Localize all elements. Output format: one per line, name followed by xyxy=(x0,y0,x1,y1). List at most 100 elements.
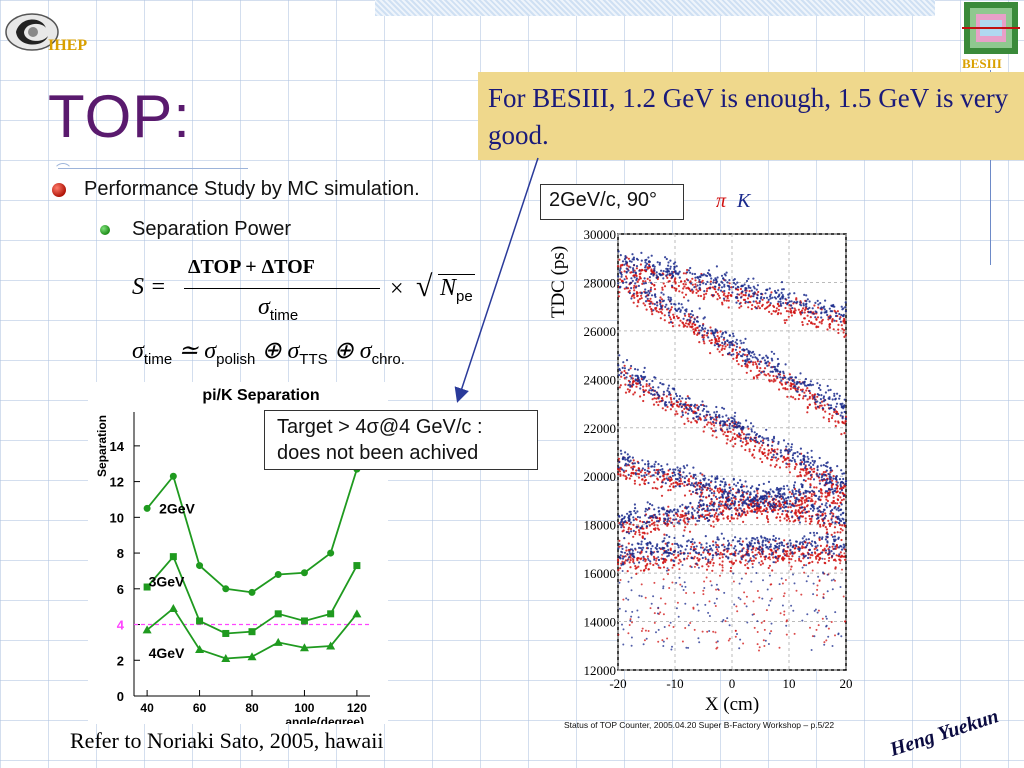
data-point xyxy=(781,297,784,300)
data-point xyxy=(695,421,698,424)
data-point xyxy=(668,479,672,482)
data-point xyxy=(627,463,630,466)
data-point xyxy=(756,358,759,361)
data-point xyxy=(710,500,713,503)
data-point xyxy=(720,532,723,535)
data-point xyxy=(617,473,620,476)
data-point xyxy=(779,519,782,522)
data-point xyxy=(711,286,715,289)
data-point xyxy=(799,462,803,465)
data-point xyxy=(658,394,661,397)
data-point xyxy=(684,403,687,406)
data-point xyxy=(791,489,794,492)
data-point xyxy=(642,569,645,572)
data-point xyxy=(727,494,730,497)
data-point xyxy=(686,268,689,272)
data-point xyxy=(807,510,810,513)
data-point xyxy=(689,484,692,487)
data-point xyxy=(823,561,826,564)
data-point xyxy=(629,527,633,531)
data-point xyxy=(792,545,795,548)
data-point xyxy=(737,596,740,599)
data-point xyxy=(641,627,644,630)
data-point xyxy=(843,322,846,325)
data-point xyxy=(687,269,690,272)
data-point xyxy=(747,286,750,289)
data-point xyxy=(736,508,739,511)
data-point xyxy=(697,290,700,293)
data-point xyxy=(675,394,678,398)
data-point xyxy=(653,265,656,268)
data-point xyxy=(779,370,782,373)
data-point xyxy=(740,498,743,501)
data-point xyxy=(758,646,761,649)
data-point xyxy=(709,580,712,583)
data-point xyxy=(624,458,627,461)
data-point xyxy=(779,300,782,303)
data-point xyxy=(803,535,806,538)
data-point xyxy=(682,317,685,320)
data-point xyxy=(764,510,767,513)
bullet-text: Performance Study by MC simulation. xyxy=(84,178,420,200)
data-point xyxy=(657,470,660,473)
data-point xyxy=(763,448,766,451)
data-point xyxy=(789,548,792,551)
data-point xyxy=(805,497,808,500)
data-point xyxy=(841,417,844,420)
data-point xyxy=(730,516,733,519)
data-point xyxy=(703,296,706,299)
data-point xyxy=(688,397,691,400)
data-point xyxy=(831,479,834,482)
data-point xyxy=(636,472,639,475)
data-point xyxy=(684,548,687,551)
data-point xyxy=(753,431,756,434)
data-point xyxy=(778,583,781,586)
data-point xyxy=(649,302,652,305)
data-point xyxy=(768,604,770,607)
data-point xyxy=(639,383,642,387)
data-point xyxy=(720,348,723,351)
data-point xyxy=(830,486,833,489)
data-point xyxy=(661,639,664,642)
data-point xyxy=(816,594,818,597)
data-point xyxy=(746,490,750,493)
bullet-separation-power: Separation Power xyxy=(100,218,291,241)
data-point xyxy=(806,387,809,390)
data-point xyxy=(714,495,717,498)
data-point xyxy=(789,539,792,542)
data-point xyxy=(824,526,827,529)
y-tick-label: 12000 xyxy=(584,663,617,678)
data-point xyxy=(831,488,834,491)
data-point xyxy=(834,579,836,582)
data-point xyxy=(651,545,654,548)
data-point xyxy=(681,414,684,417)
data-point xyxy=(704,557,707,560)
data-point xyxy=(712,279,715,282)
data-point xyxy=(839,402,842,406)
data-point xyxy=(789,568,792,571)
data-point xyxy=(646,508,649,511)
data-point xyxy=(837,421,840,424)
data-point xyxy=(769,488,772,491)
data-point xyxy=(644,507,647,510)
data-point xyxy=(775,291,778,294)
data-point xyxy=(783,539,786,542)
data-point xyxy=(783,487,786,490)
data-point xyxy=(818,556,821,559)
data-point xyxy=(819,404,822,407)
data-point xyxy=(711,556,714,559)
data-point xyxy=(765,437,768,440)
data-point xyxy=(631,543,634,546)
data-point xyxy=(725,331,728,334)
data-point xyxy=(790,300,793,303)
data-point xyxy=(808,490,811,493)
data-point xyxy=(740,577,743,580)
data-point xyxy=(673,280,676,283)
data-point xyxy=(834,487,837,490)
data-point xyxy=(619,557,622,560)
data-point xyxy=(622,456,625,459)
data-point xyxy=(699,514,702,517)
data-point xyxy=(802,457,805,460)
data-point xyxy=(692,320,695,324)
data-point xyxy=(632,393,635,396)
